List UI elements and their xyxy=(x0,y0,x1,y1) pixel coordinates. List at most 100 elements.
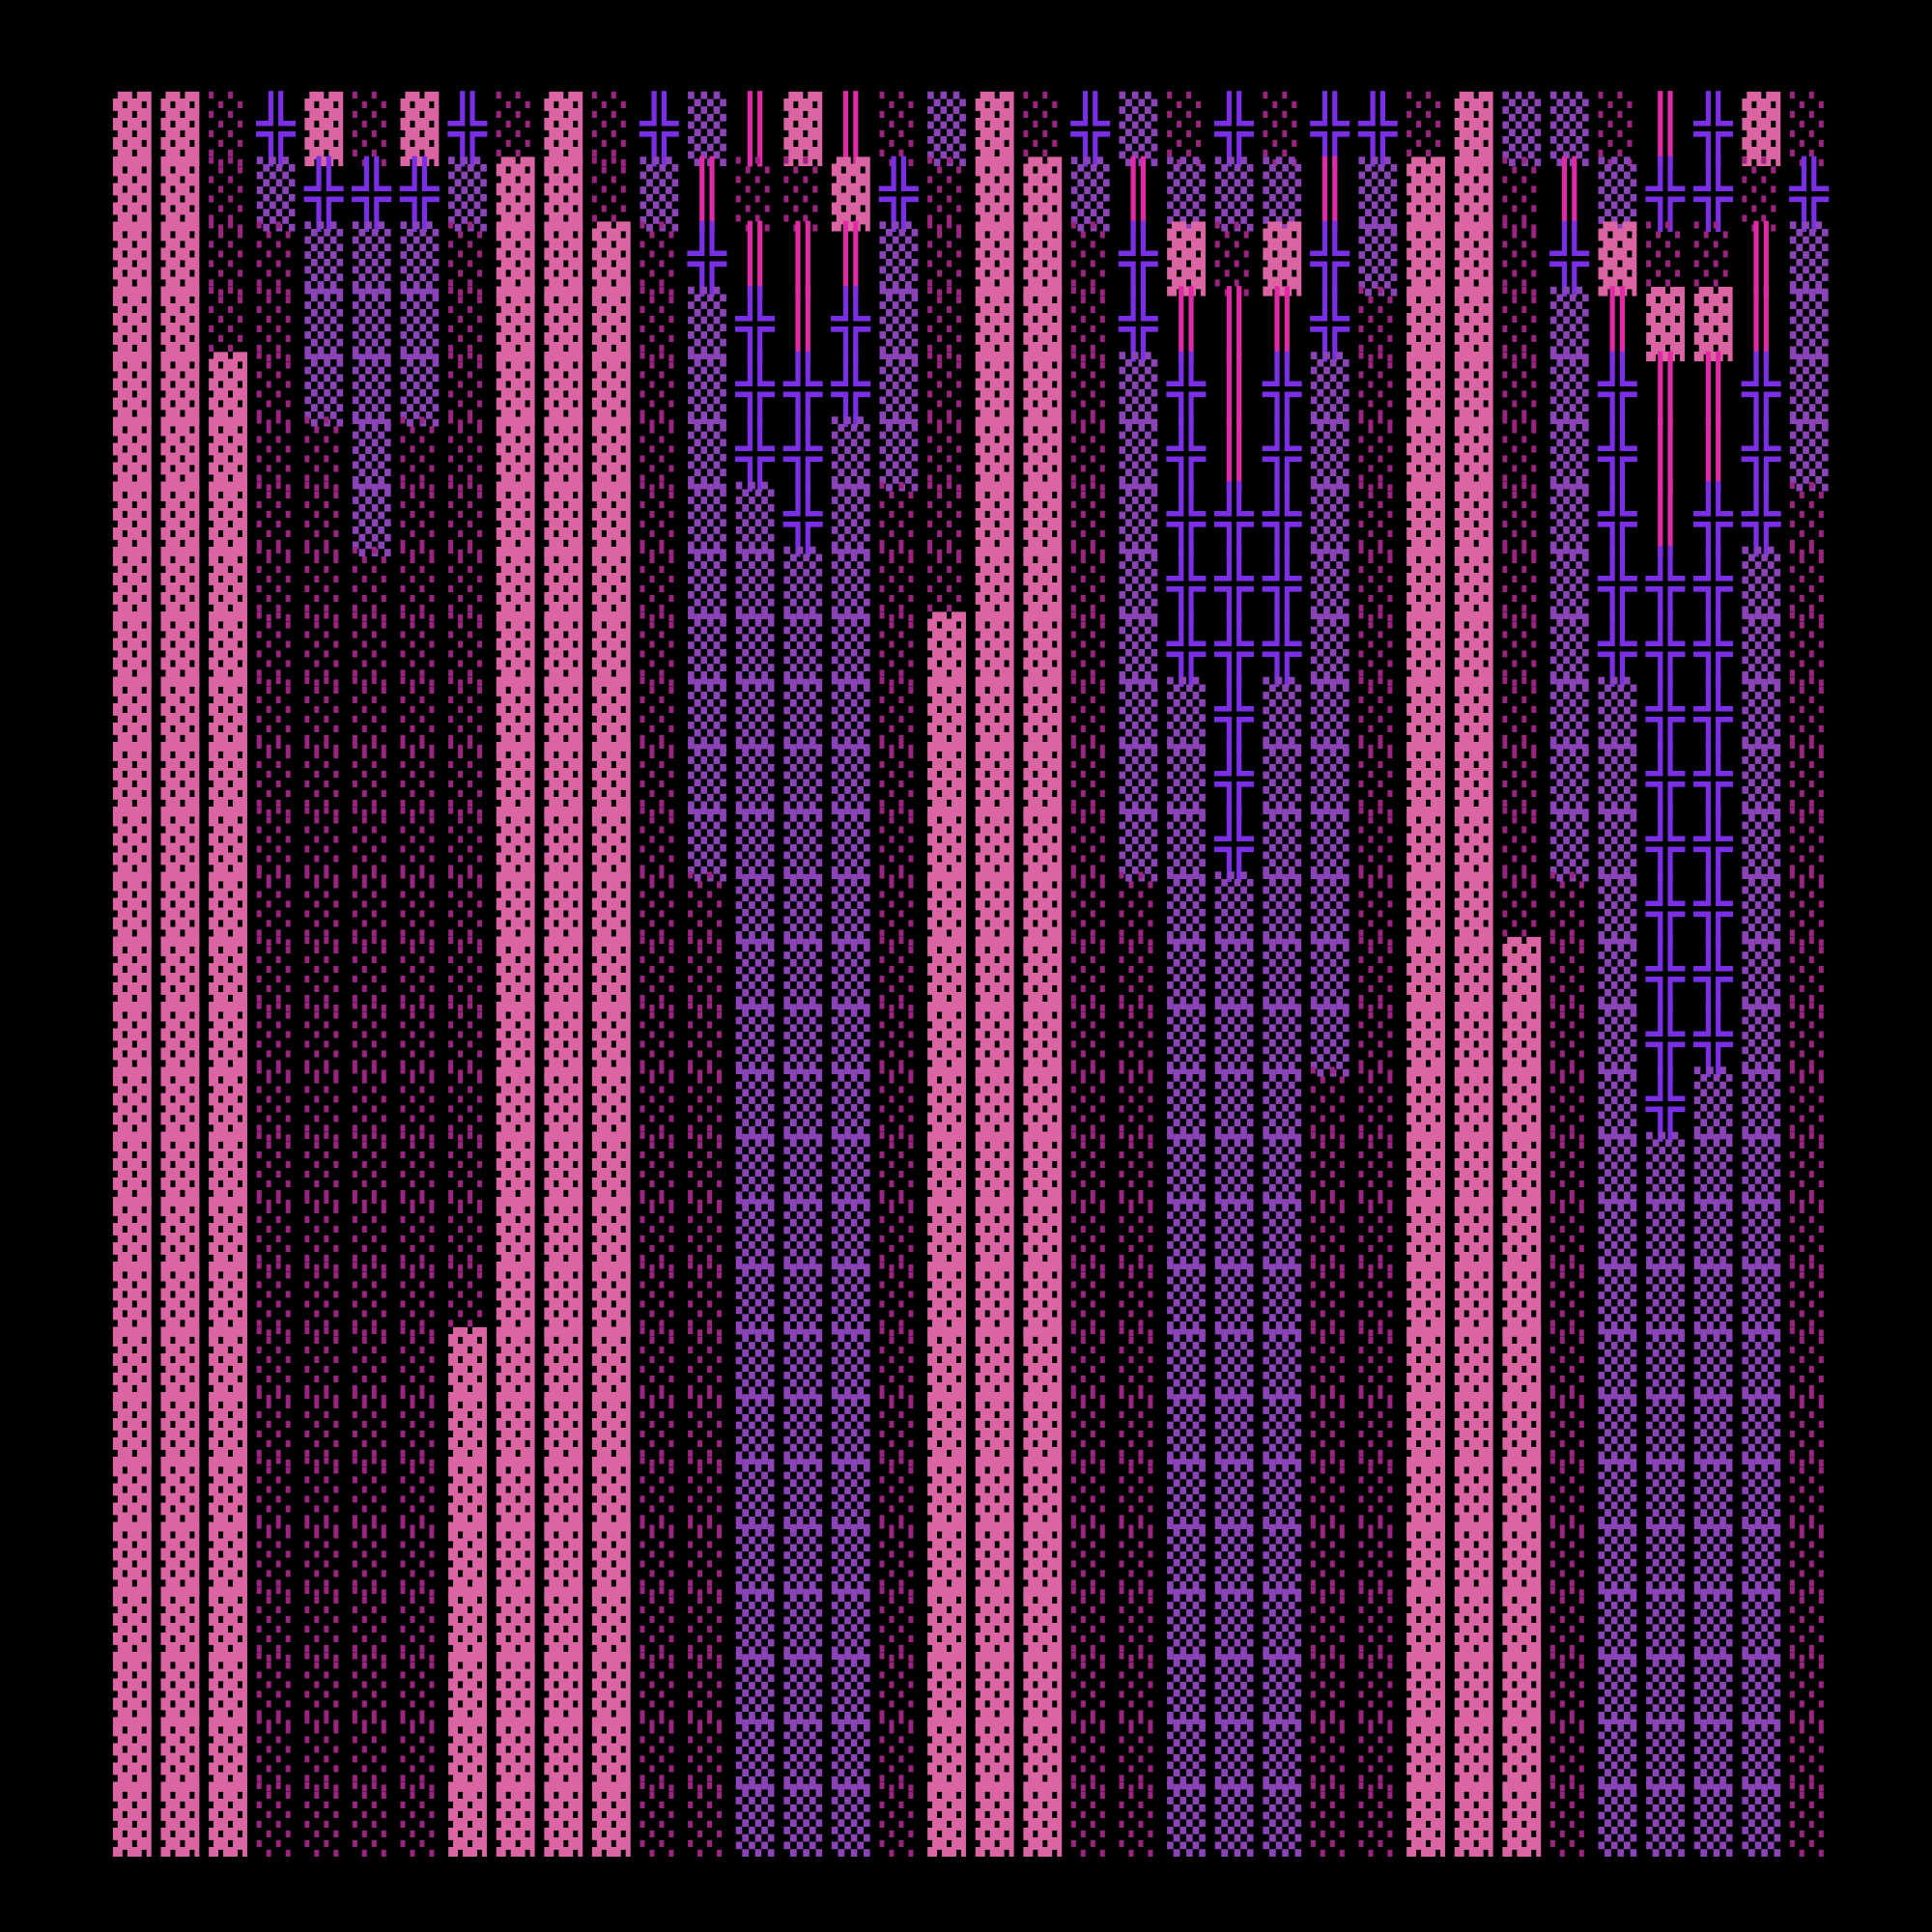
glyph-cell: ░ xyxy=(1790,1717,1829,1792)
glyph-cell: ▒ xyxy=(1646,1326,1685,1402)
glyph-cell: ▒ xyxy=(832,806,870,881)
glyph-cell: ▓ xyxy=(1455,1001,1493,1076)
glyph-cell: ░ xyxy=(353,871,391,947)
glyph-cell: ▒ xyxy=(783,546,822,621)
glyph-cell: ▒ xyxy=(832,1651,870,1726)
glyph-cell: ╬ xyxy=(1693,481,1734,557)
glyph-cell: ▓ xyxy=(1406,676,1445,752)
glyph-cell: ▓ xyxy=(1023,1131,1062,1207)
glyph-cell: ▓ xyxy=(927,1586,966,1662)
glyph-cell: ▒ xyxy=(1263,1326,1301,1402)
glyph-cell: ▒ xyxy=(1215,156,1254,231)
glyph-cell: ▒ xyxy=(1215,936,1254,1011)
glyph-cell: ░ xyxy=(880,936,919,1011)
glyph-cell: ░ xyxy=(1071,221,1110,297)
glyph-cell: ░ xyxy=(1790,1781,1829,1857)
glyph-cell: ░ xyxy=(1071,936,1110,1011)
glyph-cell: ▓ xyxy=(209,1717,247,1792)
glyph-cell: ▓ xyxy=(1406,1781,1445,1857)
glyph-cell: ░ xyxy=(1550,1326,1589,1402)
glyph-cell: ░ xyxy=(304,1781,343,1857)
glyph-cell: ▒ xyxy=(736,1651,775,1726)
glyph-cell: ▓ xyxy=(976,1717,1014,1792)
glyph-cell: ▓ xyxy=(113,286,152,361)
glyph-cell: ░ xyxy=(304,1066,343,1142)
glyph-cell: ░ xyxy=(640,1391,679,1466)
glyph-cell: ▒ xyxy=(1742,1001,1780,1076)
glyph-cell: ▒ xyxy=(832,1521,870,1597)
glyph-cell: ░ xyxy=(1071,1586,1110,1662)
glyph-cell: ▒ xyxy=(783,1717,822,1792)
glyph-cell: ▒ xyxy=(1646,1651,1685,1726)
glyph-cell: ░ xyxy=(1502,871,1541,947)
glyph-cell: ▓ xyxy=(1023,1196,1062,1271)
glyph-cell: ▓ xyxy=(1455,416,1493,492)
glyph-cell: ░ xyxy=(640,481,679,556)
glyph-cell: ▓ xyxy=(161,1326,200,1402)
glyph-cell: ░ xyxy=(304,611,343,686)
glyph-cell: ▓ xyxy=(1406,1391,1445,1466)
glyph-cell: ▓ xyxy=(1502,1521,1541,1597)
glyph-cell: ▒ xyxy=(353,416,391,492)
glyph-cell: ▓ xyxy=(497,806,535,881)
glyph-cell: ▒ xyxy=(1742,1456,1780,1531)
glyph-cell: ▒ xyxy=(832,1001,870,1076)
glyph-cell: ▓ xyxy=(209,1586,247,1662)
glyph-cell: ▓ xyxy=(1023,221,1062,297)
glyph-cell: ░ xyxy=(448,1261,487,1336)
glyph-cell: ▓ xyxy=(113,1196,152,1271)
glyph-cell: ░ xyxy=(1790,1261,1829,1336)
glyph-cell: ▓ xyxy=(209,1521,247,1597)
glyph-cell: ░ xyxy=(1790,1131,1829,1207)
glyph-cell: ▒ xyxy=(1215,1001,1254,1076)
glyph-cell: ▒ xyxy=(1646,1391,1685,1466)
glyph-cell: ▓ xyxy=(976,1651,1014,1726)
glyph-cell: ▓ xyxy=(161,221,200,297)
glyph-cell: ▒ xyxy=(1215,1456,1254,1531)
glyph-cell: ▒ xyxy=(783,871,822,947)
glyph-cell: ░ xyxy=(1359,1586,1398,1662)
glyph-cell: ▒ xyxy=(736,1586,775,1662)
glyph-cell: ▓ xyxy=(592,936,631,1011)
glyph-cell: ░ xyxy=(304,416,343,492)
glyph-cell: ░ xyxy=(401,1781,440,1857)
glyph-cell: ░ xyxy=(640,1001,679,1076)
glyph-cell: ▓ xyxy=(497,1196,535,1271)
glyph-cell: ▒ xyxy=(1742,1651,1780,1726)
glyph-cell: ░ xyxy=(401,1651,440,1726)
glyph-cell: ▓ xyxy=(592,1586,631,1662)
glyph-cell: ╬ xyxy=(735,416,776,493)
glyph-cell: ▒ xyxy=(1311,936,1350,1011)
glyph-cell: ░ xyxy=(353,806,391,881)
glyph-cell: ░ xyxy=(640,806,679,881)
glyph-cell: ▓ xyxy=(544,1001,582,1076)
glyph-cell: ▓ xyxy=(1023,1456,1062,1531)
glyph-cell: ▒ xyxy=(1599,1326,1637,1402)
glyph-cell: ░ xyxy=(1550,1781,1589,1857)
glyph-cell: ▓ xyxy=(1406,806,1445,881)
glyph-cell: ░ xyxy=(880,1001,919,1076)
glyph-cell: ░ xyxy=(880,1261,919,1336)
glyph-cell: ▓ xyxy=(927,871,966,947)
glyph-cell: ░ xyxy=(640,936,679,1011)
glyph-cell: ░ xyxy=(1790,806,1829,881)
glyph-cell: ▓ xyxy=(927,1066,966,1142)
glyph-cell: ░ xyxy=(640,1717,679,1792)
glyph-cell: ▓ xyxy=(927,741,966,816)
glyph-cell: ▒ xyxy=(736,871,775,947)
glyph-cell: ▒ xyxy=(688,546,726,621)
glyph-cell: ▒ xyxy=(401,286,440,361)
glyph-cell: ▒ xyxy=(1311,611,1350,686)
glyph-cell: ░ xyxy=(880,1326,919,1402)
glyph-cell: ░ xyxy=(1120,1391,1158,1466)
glyph-cell: ▓ xyxy=(544,156,582,231)
glyph-cell: ▒ xyxy=(1694,1196,1733,1271)
glyph-cell: ▓ xyxy=(976,286,1014,361)
glyph-cell: ╬ xyxy=(1598,546,1638,622)
glyph-cell: ▓ xyxy=(592,1456,631,1531)
glyph-cell: ░ xyxy=(1071,1261,1110,1336)
glyph-cell: ▓ xyxy=(1455,156,1493,231)
glyph-cell: ▒ xyxy=(783,1066,822,1142)
glyph-cell: ▒ xyxy=(1742,1131,1780,1207)
